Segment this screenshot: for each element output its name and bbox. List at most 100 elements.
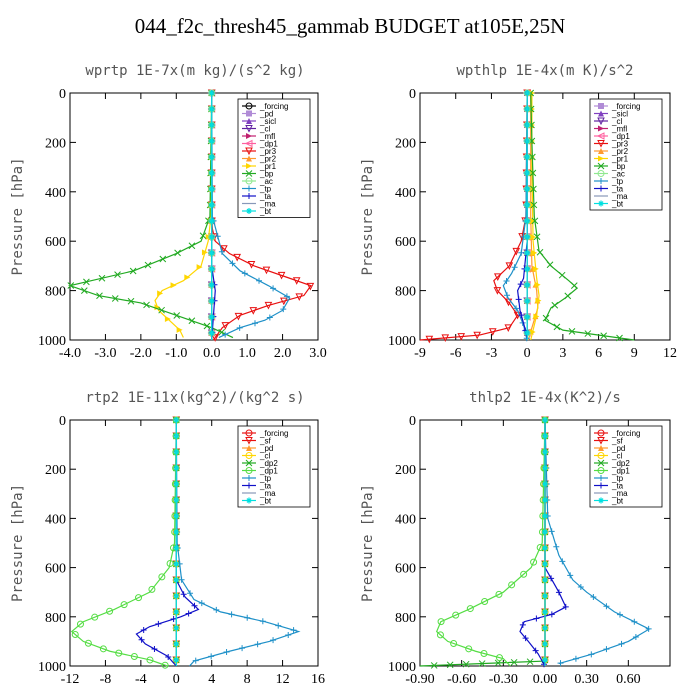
data-point bbox=[542, 465, 548, 471]
legend-label: _tp bbox=[259, 185, 272, 194]
data-point bbox=[233, 253, 241, 262]
series_bp bbox=[67, 89, 234, 339]
data-point bbox=[208, 234, 215, 240]
legend-marker bbox=[597, 117, 605, 126]
data-point bbox=[208, 250, 215, 256]
data-point bbox=[548, 528, 555, 535]
legend-label: _ma bbox=[611, 489, 628, 498]
data-point bbox=[191, 602, 198, 609]
data-point bbox=[524, 90, 531, 96]
data-point bbox=[208, 314, 215, 320]
data-point bbox=[228, 611, 235, 618]
y-tick-label: 200 bbox=[395, 136, 416, 151]
data-point bbox=[462, 660, 470, 668]
data-point bbox=[188, 242, 196, 250]
data-point bbox=[203, 322, 211, 330]
series-line bbox=[67, 92, 234, 339]
data-point bbox=[270, 285, 277, 292]
legend-marker bbox=[246, 475, 252, 481]
data-point bbox=[562, 603, 569, 610]
chart-title: wpthlp 1E-4x(m K)/s^2 bbox=[456, 63, 633, 79]
data-point bbox=[450, 639, 458, 647]
data-point bbox=[528, 106, 535, 112]
legend-label: _dp1 bbox=[259, 467, 278, 476]
legend-marker bbox=[596, 132, 605, 140]
data-point bbox=[553, 323, 561, 331]
y-tick-label: 1000 bbox=[388, 660, 416, 675]
legend-label: _tp bbox=[611, 474, 624, 483]
data-point bbox=[241, 270, 248, 277]
legend-marker bbox=[245, 102, 253, 110]
data-point bbox=[532, 647, 539, 654]
legend-label: _bt bbox=[611, 200, 624, 209]
data-point bbox=[546, 261, 554, 269]
legend-marker bbox=[245, 429, 253, 437]
data-point bbox=[542, 314, 550, 322]
data-point bbox=[618, 640, 625, 647]
legend-label: _cl bbox=[611, 452, 622, 461]
legend-label: _ta bbox=[611, 185, 624, 194]
data-point bbox=[99, 645, 107, 653]
data-point bbox=[568, 328, 576, 335]
data-point bbox=[180, 591, 187, 598]
plot-frame bbox=[419, 92, 671, 341]
legend-marker bbox=[245, 125, 253, 133]
data-point bbox=[529, 185, 536, 192]
series_bt bbox=[524, 90, 531, 340]
x-tick-label: 4 bbox=[208, 672, 215, 687]
data-point bbox=[524, 170, 531, 176]
legend-marker bbox=[245, 452, 253, 459]
data-point bbox=[127, 297, 135, 305]
data-point bbox=[220, 245, 228, 253]
x-tick-label: 12 bbox=[276, 672, 290, 687]
data-point bbox=[603, 603, 610, 610]
data-point bbox=[570, 282, 578, 289]
data-point bbox=[473, 331, 481, 340]
legend-marker bbox=[598, 103, 604, 109]
legend-marker bbox=[246, 193, 252, 199]
data-point bbox=[157, 290, 164, 297]
data-point bbox=[283, 293, 290, 300]
data-point bbox=[120, 601, 128, 609]
data-point bbox=[493, 287, 502, 295]
legend-label: _pr2 bbox=[611, 147, 629, 156]
data-point bbox=[159, 255, 167, 263]
data-point bbox=[529, 169, 537, 177]
legend-label: _sf bbox=[259, 437, 271, 446]
data-point bbox=[524, 106, 531, 112]
plot-frame bbox=[69, 92, 319, 341]
data-point bbox=[542, 577, 548, 583]
data-point bbox=[290, 627, 297, 634]
legend-label: _cl bbox=[611, 117, 622, 126]
x-tick-label: 0 bbox=[173, 672, 180, 687]
data-point bbox=[280, 297, 288, 306]
data-point bbox=[173, 593, 180, 599]
data-point bbox=[173, 513, 180, 519]
data-point bbox=[524, 250, 531, 256]
legend-marker bbox=[246, 118, 252, 124]
legend-label: _forcing bbox=[611, 429, 640, 438]
data-point bbox=[275, 622, 282, 629]
data-point bbox=[588, 651, 595, 658]
chart-title: thlp2 1E-4x(K^2)/s bbox=[469, 390, 621, 406]
data-point bbox=[84, 639, 92, 647]
legend-label: _sf bbox=[611, 437, 623, 446]
legend-label: _ta bbox=[611, 482, 624, 491]
data-point bbox=[542, 657, 548, 663]
data-point bbox=[188, 317, 196, 325]
legend-label: _bp bbox=[259, 170, 274, 179]
y-axis-label: Pressure [hPa] bbox=[360, 484, 376, 602]
data-point bbox=[519, 621, 526, 628]
data-point bbox=[631, 618, 638, 625]
data-point bbox=[524, 154, 531, 160]
data-point bbox=[529, 217, 536, 224]
series-line bbox=[419, 420, 546, 667]
legend-label: _pr1 bbox=[259, 162, 277, 171]
data-point bbox=[548, 575, 555, 582]
data-point bbox=[173, 625, 180, 631]
data-point bbox=[478, 660, 486, 667]
legend-marker bbox=[598, 482, 604, 489]
y-tick-label: 0 bbox=[59, 414, 66, 429]
legend-marker bbox=[597, 452, 605, 459]
